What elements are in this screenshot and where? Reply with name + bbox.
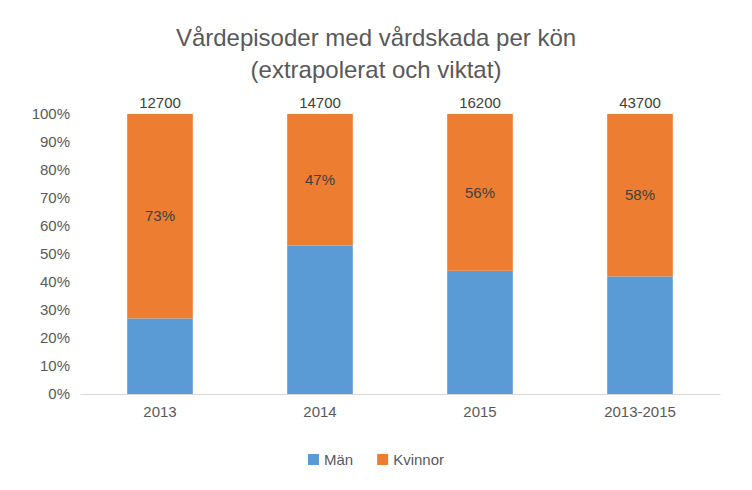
y-tick: 100% [32,105,80,122]
y-tick-label: 90% [40,133,70,150]
y-tick-label: 10% [40,357,70,374]
total-label: 43700 [619,94,661,111]
legend-item: Kvinnor [377,451,444,468]
x-tick: 2013 [143,394,176,420]
y-tick: 80% [40,161,80,178]
bar [607,114,673,276]
x-tick-label: 2013-2015 [604,403,676,420]
bar [287,114,353,246]
bar [127,114,193,318]
y-tick-label: 80% [40,161,70,178]
legend: Män Kvinnor [308,451,444,468]
bars [127,114,673,394]
x-axis: 2013 2014 2015 2013-2015 [81,394,721,420]
chart: Vårdepisoder med vårdskada per kön (extra… [0,0,752,490]
legend-swatch [377,454,388,465]
x-tick: 2013-2015 [604,394,676,420]
y-tick: 30% [40,301,80,318]
y-tick: 0% [48,385,80,402]
legend-swatch [308,454,319,465]
y-tick-label: 30% [40,301,70,318]
data-label: 56% [465,184,495,201]
y-tick: 90% [40,133,80,150]
y-tick: 10% [40,357,80,374]
y-tick: 70% [40,189,80,206]
subtitle: (extrapolerat och viktat) [251,56,502,83]
y-tick-label: 0% [48,385,70,402]
y-tick: 60% [40,217,80,234]
legend-label: Män [324,451,353,468]
title: Vårdepisoder med vårdskada per kön [176,24,576,51]
x-tick-label: 2014 [303,403,336,420]
data-label: 58% [625,186,655,203]
y-axis-line [80,115,81,395]
x-tick-label: 2015 [463,403,496,420]
data-label: 73% [145,207,175,224]
y-tick-label: 20% [40,329,70,346]
y-tick-label: 100% [32,105,70,122]
y-axis: 0% 10% 20% 30% 40% 50% 60% 70% 80% 90% 100% [32,105,81,402]
x-tick: 2014 [303,394,336,420]
bar [447,271,513,394]
y-tick-label: 70% [40,189,70,206]
data-labels: 73% 47% 56% 58% 12700 14700 16200 43700 [139,94,661,224]
legend-label: Kvinnor [393,451,444,468]
total-label: 16200 [459,94,501,111]
x-axis-line [81,394,721,395]
total-label: 12700 [139,94,181,111]
x-tick: 2015 [463,394,496,420]
data-label: 47% [305,171,335,188]
total-label: 14700 [299,94,341,111]
y-tick-label: 50% [40,245,70,262]
y-tick: 40% [40,273,80,290]
legend-item: Män [308,451,353,468]
y-tick-label: 60% [40,217,70,234]
y-tick-label: 40% [40,273,70,290]
bar [447,114,513,271]
y-tick: 50% [40,245,80,262]
bar [127,318,193,394]
x-tick-label: 2013 [143,403,176,420]
bar [287,246,353,394]
bar [607,276,673,394]
y-tick: 20% [40,329,80,346]
